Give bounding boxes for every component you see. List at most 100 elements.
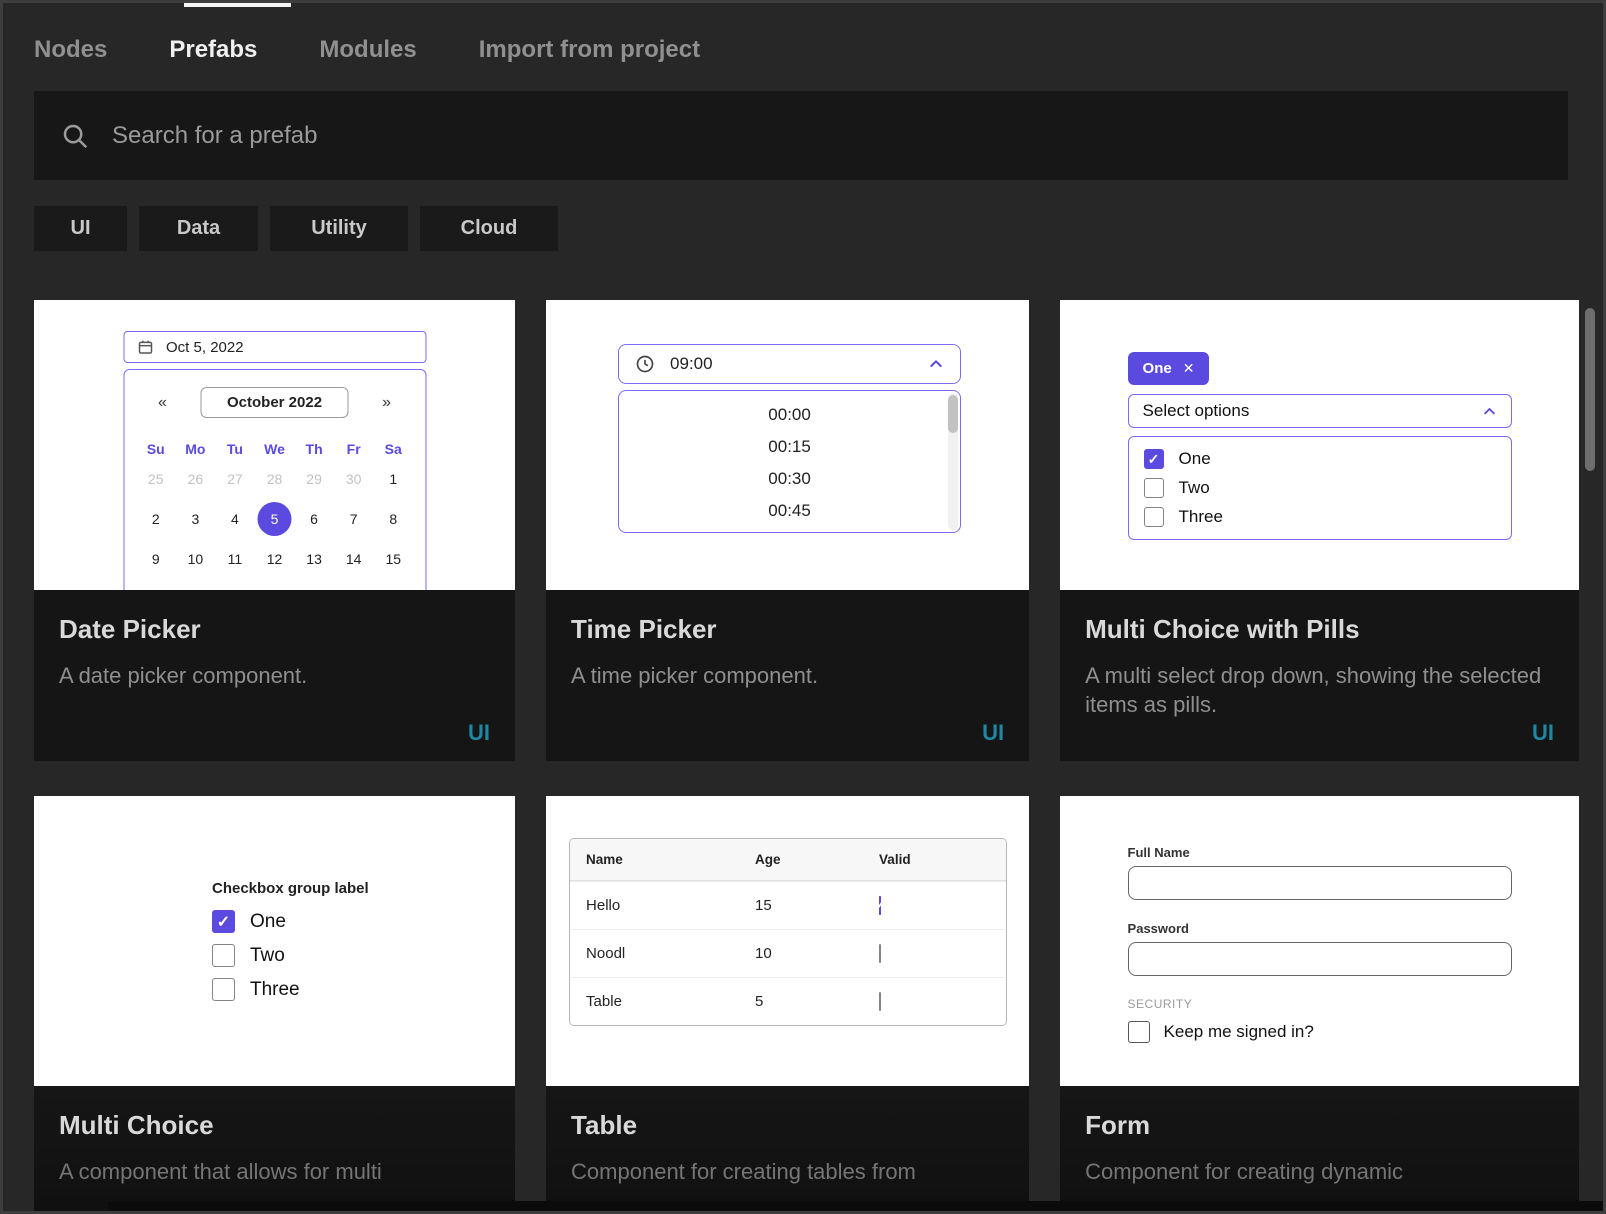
- tab-modules[interactable]: Modules: [319, 36, 417, 63]
- checkbox-group-label: Checkbox group label: [211, 880, 369, 897]
- prefab-card-date-picker[interactable]: Oct 5, 2022 « October 2022 » Su Mo Tu We T…: [34, 300, 516, 761]
- option-label: Two: [1178, 478, 1210, 497]
- date-input: Oct 5, 2022: [123, 331, 427, 363]
- card-description: A date picker component.: [59, 663, 308, 688]
- panel-bottom-edge: [108, 1201, 1603, 1211]
- date-picker-preview: Oct 5, 2022 « October 2022 » Su Mo Tu We T…: [34, 300, 516, 590]
- option-label: One: [249, 910, 286, 932]
- card-title: Time Picker: [571, 614, 717, 644]
- checkbox[interactable]: [1127, 1021, 1150, 1043]
- page-scrollbar-thumb[interactable]: [1585, 308, 1595, 471]
- time-option[interactable]: 00:15: [768, 437, 811, 456]
- search-bar[interactable]: [34, 91, 1568, 180]
- keep-signed-in-row[interactable]: Keep me signed in?: [1127, 1021, 1512, 1043]
- filter-chip-utility[interactable]: Utility: [270, 206, 408, 251]
- option-row[interactable]: Two: [211, 944, 369, 967]
- tab-import-from-project[interactable]: Import from project: [478, 36, 701, 63]
- time-options-dropdown: 00:00 00:15 00:30 00:45 01:00: [618, 390, 962, 533]
- filter-chip-data[interactable]: Data: [139, 206, 258, 251]
- next-month-icon: »: [382, 393, 392, 411]
- option-label: Two: [249, 944, 285, 966]
- tab-prefabs[interactable]: Prefabs: [169, 36, 258, 63]
- prefab-card-time-picker[interactable]: 09:00 00:00 00:15 00:30 00:45 01:00: [546, 300, 1030, 761]
- card-info: Time Picker A time picker component. UI: [546, 590, 1030, 761]
- time-input: 09:00: [618, 344, 962, 384]
- checkbox[interactable]: [1143, 478, 1164, 498]
- clock-icon: [636, 355, 654, 373]
- password-field[interactable]: [1127, 942, 1512, 976]
- chevron-up-icon: [928, 356, 944, 372]
- month-year-label: October 2022: [200, 387, 349, 418]
- date-input-value: Oct 5, 2022: [166, 338, 244, 356]
- search-input[interactable]: [112, 121, 1542, 150]
- card-info: Table Component for creating tables from: [546, 1086, 1030, 1211]
- option-row[interactable]: Three: [1143, 507, 1496, 527]
- checkbox-label: Keep me signed in?: [1163, 1022, 1314, 1041]
- option-label: Three: [1178, 507, 1223, 526]
- prefab-card-table[interactable]: Name Age Valid Hello 15 Noodl 10: [546, 796, 1030, 1211]
- selected-day: 5: [255, 500, 295, 537]
- field-label-password: Password: [1127, 921, 1189, 936]
- filter-chip-cloud[interactable]: Cloud: [420, 206, 558, 251]
- multi-choice-preview: Checkbox group label One Two Three: [34, 796, 516, 1086]
- form-preview: Full Name Password SECURITY Keep me sign…: [1060, 796, 1579, 1086]
- prefab-card-form[interactable]: Full Name Password SECURITY Keep me sign…: [1060, 796, 1579, 1211]
- checkbox-checked[interactable]: [1143, 449, 1164, 469]
- checkbox[interactable]: [879, 991, 882, 1011]
- top-tabs: Nodes Prefabs Modules Import from projec…: [3, 3, 1603, 64]
- active-tab-indicator: [184, 3, 291, 7]
- checkbox-checked[interactable]: [879, 895, 882, 915]
- dropdown-scrollbar[interactable]: [948, 393, 959, 530]
- option-row[interactable]: One: [211, 910, 369, 933]
- checkbox[interactable]: [879, 943, 882, 963]
- calendar-week-row: 9 10 11 12 13 14 15: [151, 550, 402, 567]
- time-option[interactable]: 01:00: [619, 527, 960, 532]
- table-row: Hello 15: [570, 881, 1007, 929]
- filter-chip-ui[interactable]: UI: [34, 206, 127, 251]
- card-tag-ui: UI: [1531, 720, 1554, 745]
- option-label: Three: [249, 978, 300, 1000]
- column-header: Age: [755, 852, 781, 867]
- full-name-field[interactable]: [1127, 866, 1512, 900]
- filter-chips: UI Data Utility Cloud: [34, 206, 1568, 251]
- prefab-card-multi-choice[interactable]: Checkbox group label One Two Three: [34, 796, 516, 1211]
- card-description: A component that allows for multi: [59, 1159, 382, 1184]
- select-placeholder: Select options: [1142, 401, 1250, 420]
- selected-pill: One: [1127, 352, 1210, 385]
- card-info: Multi Choice A component that allows for…: [34, 1086, 516, 1211]
- weekday-header: Su Mo Tu We Th Fr Sa: [146, 441, 402, 457]
- security-section-label: SECURITY: [1127, 997, 1193, 1011]
- calendar-icon: [138, 340, 152, 354]
- dropdown-scrollbar-thumb[interactable]: [948, 395, 959, 433]
- card-description: Component for creating tables from: [571, 1159, 916, 1184]
- column-header: Name: [586, 852, 623, 867]
- pill-label: One: [1142, 360, 1172, 377]
- time-option[interactable]: 00:00: [768, 405, 811, 424]
- prefab-card-grid: Oct 5, 2022 « October 2022 » Su Mo Tu We T…: [34, 300, 1579, 1211]
- time-picker-preview: 09:00 00:00 00:15 00:30 00:45 01:00: [546, 300, 1030, 590]
- option-row[interactable]: Two: [1143, 478, 1496, 498]
- field-label-full-name: Full Name: [1127, 845, 1190, 860]
- column-header: Valid: [879, 852, 911, 867]
- time-option[interactable]: 00:45: [768, 501, 811, 520]
- table-header-row: Name Age Valid: [570, 839, 1007, 881]
- checkbox-checked[interactable]: [211, 910, 235, 933]
- option-row[interactable]: Three: [211, 978, 369, 1001]
- card-info: Date Picker A date picker component. UI: [34, 590, 516, 761]
- card-title: Table: [571, 1110, 638, 1140]
- table-row: Noodl 10: [570, 929, 1007, 977]
- card-title: Date Picker: [59, 614, 201, 644]
- option-row[interactable]: One: [1143, 449, 1496, 469]
- checkbox[interactable]: [211, 944, 235, 967]
- checkbox[interactable]: [211, 978, 235, 1001]
- time-option[interactable]: 00:30: [768, 469, 811, 488]
- checkbox[interactable]: [1143, 507, 1164, 527]
- remove-pill-icon[interactable]: [1183, 360, 1195, 377]
- tab-nodes[interactable]: Nodes: [34, 36, 108, 63]
- prefab-card-multi-choice-pills[interactable]: One Select options One: [1060, 300, 1579, 761]
- card-description: Component for creating dynamic: [1085, 1159, 1404, 1184]
- card-info: Form Component for creating dynamic: [1060, 1086, 1579, 1211]
- chevron-up-icon: [1482, 404, 1497, 419]
